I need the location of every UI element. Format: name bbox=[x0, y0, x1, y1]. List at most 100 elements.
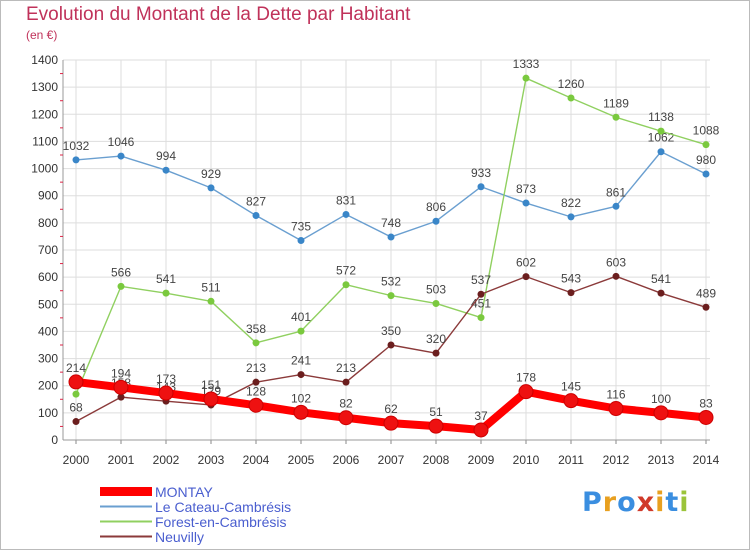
logo-letter: i bbox=[655, 487, 666, 518]
data-point-neuvilly bbox=[252, 378, 260, 386]
data-label-le-cateau-cambresis: 873 bbox=[516, 182, 536, 196]
data-label-le-cateau-cambresis: 861 bbox=[606, 185, 626, 199]
legend-item-le-cateau-cambresis: Le Cateau-Cambrésis bbox=[100, 498, 292, 515]
legend-label-le-cateau-cambresis: Le Cateau-Cambrésis bbox=[155, 498, 292, 515]
x-tick-label: 2001 bbox=[108, 453, 135, 467]
data-label-forest-en-cambresis: 511 bbox=[201, 280, 220, 294]
y-tick-label: 800 bbox=[38, 216, 58, 230]
data-point-neuvilly bbox=[342, 378, 350, 386]
data-point-montay bbox=[248, 397, 264, 413]
logo-letter: P bbox=[582, 487, 603, 518]
data-point-neuvilly bbox=[72, 418, 80, 426]
data-label-le-cateau-cambresis: 1032 bbox=[63, 139, 90, 153]
y-tick-label: 700 bbox=[38, 243, 58, 257]
data-label-le-cateau-cambresis: 806 bbox=[426, 200, 446, 214]
x-tick-label: 2010 bbox=[513, 453, 540, 467]
x-tick-label: 2014 bbox=[693, 453, 720, 467]
data-point-montay bbox=[293, 404, 309, 420]
data-label-neuvilly: 320 bbox=[426, 332, 446, 346]
line-chart: 0 100 200 300 400 500 600 700 800 900 1000 1100 1200… bbox=[31, 53, 720, 467]
data-point-le-cateau-cambresis bbox=[702, 170, 710, 178]
data-point-neuvilly bbox=[477, 290, 485, 298]
y-tick-label: 900 bbox=[38, 189, 58, 203]
data-label-le-cateau-cambresis: 748 bbox=[381, 216, 401, 230]
proxiti-logo: Proxiti bbox=[582, 487, 690, 518]
data-point-neuvilly bbox=[657, 289, 665, 297]
x-tick-label: 2013 bbox=[648, 453, 675, 467]
legend-label-forest-en-cambresis: Forest-en-Cambrésis bbox=[155, 513, 287, 530]
legend-swatch-neuvilly bbox=[100, 535, 152, 538]
data-label-forest-en-cambresis: 1189 bbox=[603, 96, 629, 110]
data-point-forest-en-cambresis bbox=[162, 289, 170, 297]
data-label-montay: 62 bbox=[384, 402, 398, 416]
data-label-forest-en-cambresis: 1260 bbox=[558, 77, 585, 91]
data-label-forest-en-cambresis: 1138 bbox=[648, 110, 674, 124]
y-tick-label: 500 bbox=[38, 297, 58, 311]
data-label-forest-en-cambresis: 401 bbox=[291, 310, 311, 324]
y-tick-label: 400 bbox=[38, 324, 58, 338]
data-point-forest-en-cambresis bbox=[117, 282, 125, 290]
data-label-montay: 145 bbox=[561, 380, 581, 394]
data-point-forest-en-cambresis bbox=[612, 113, 620, 121]
data-label-montay: 178 bbox=[516, 371, 536, 385]
data-point-le-cateau-cambresis bbox=[207, 184, 215, 192]
data-point-forest-en-cambresis bbox=[432, 299, 440, 307]
data-point-forest-en-cambresis bbox=[657, 127, 665, 135]
data-label-le-cateau-cambresis: 933 bbox=[471, 166, 491, 180]
data-point-montay bbox=[68, 374, 84, 390]
logo-letter: t bbox=[665, 487, 680, 518]
data-point-forest-en-cambresis bbox=[567, 94, 575, 102]
data-point-le-cateau-cambresis bbox=[522, 199, 530, 207]
data-label-le-cateau-cambresis: 1046 bbox=[108, 135, 135, 149]
data-point-le-cateau-cambresis bbox=[342, 210, 350, 218]
y-tick-label: 1200 bbox=[31, 107, 58, 121]
data-point-forest-en-cambresis bbox=[72, 390, 80, 398]
logo-letter: r bbox=[602, 487, 618, 518]
chart-title: Evolution du Montant de la Dette par Hab… bbox=[26, 4, 411, 25]
data-label-neuvilly: 489 bbox=[696, 286, 716, 300]
x-tick-label: 2009 bbox=[468, 453, 495, 467]
data-point-montay bbox=[653, 405, 669, 421]
data-label-forest-en-cambresis: 532 bbox=[381, 275, 401, 289]
legend: MONTAY Le Cateau-Cambrésis Forest-en-Cam… bbox=[100, 483, 292, 545]
data-point-montay bbox=[338, 410, 354, 426]
data-label-montay: 82 bbox=[339, 397, 353, 411]
x-tick-label: 2007 bbox=[378, 453, 405, 467]
data-point-le-cateau-cambresis bbox=[657, 148, 665, 156]
data-point-montay bbox=[608, 401, 624, 417]
data-point-le-cateau-cambresis bbox=[432, 217, 440, 225]
data-point-neuvilly bbox=[567, 289, 575, 297]
data-label-forest-en-cambresis: 1333 bbox=[513, 57, 540, 71]
data-label-neuvilly: 68 bbox=[69, 401, 83, 415]
data-label-montay: 51 bbox=[429, 405, 443, 419]
data-point-neuvilly bbox=[432, 349, 440, 357]
x-tick-label: 2011 bbox=[558, 453, 584, 467]
data-label-montay: 37 bbox=[474, 409, 488, 423]
data-point-forest-en-cambresis bbox=[477, 314, 485, 322]
data-point-forest-en-cambresis bbox=[252, 339, 260, 347]
data-point-montay bbox=[428, 418, 444, 434]
data-label-le-cateau-cambresis: 822 bbox=[561, 196, 581, 210]
data-point-le-cateau-cambresis bbox=[387, 233, 395, 241]
data-label-neuvilly: 603 bbox=[606, 255, 626, 269]
x-tick-label: 2005 bbox=[288, 453, 315, 467]
x-tick-label: 2000 bbox=[63, 453, 90, 467]
data-point-le-cateau-cambresis bbox=[252, 212, 260, 220]
data-point-neuvilly bbox=[702, 303, 710, 311]
data-point-neuvilly bbox=[522, 273, 530, 281]
data-point-forest-en-cambresis bbox=[522, 74, 530, 82]
data-point-neuvilly bbox=[117, 393, 125, 401]
data-label-montay: 151 bbox=[201, 378, 221, 392]
data-label-le-cateau-cambresis: 1062 bbox=[648, 131, 675, 145]
y-tick-label: 1300 bbox=[31, 80, 58, 94]
data-label-forest-en-cambresis: 566 bbox=[111, 265, 131, 279]
data-label-montay: 214 bbox=[66, 361, 86, 375]
data-point-montay bbox=[563, 393, 579, 409]
y-tick-label: 600 bbox=[38, 270, 58, 284]
x-tick-label: 2003 bbox=[198, 453, 225, 467]
data-label-forest-en-cambresis: 1088 bbox=[693, 124, 720, 138]
legend-label-montay: MONTAY bbox=[155, 483, 213, 500]
data-label-montay: 100 bbox=[651, 392, 671, 406]
y-tick-label: 300 bbox=[38, 352, 58, 366]
